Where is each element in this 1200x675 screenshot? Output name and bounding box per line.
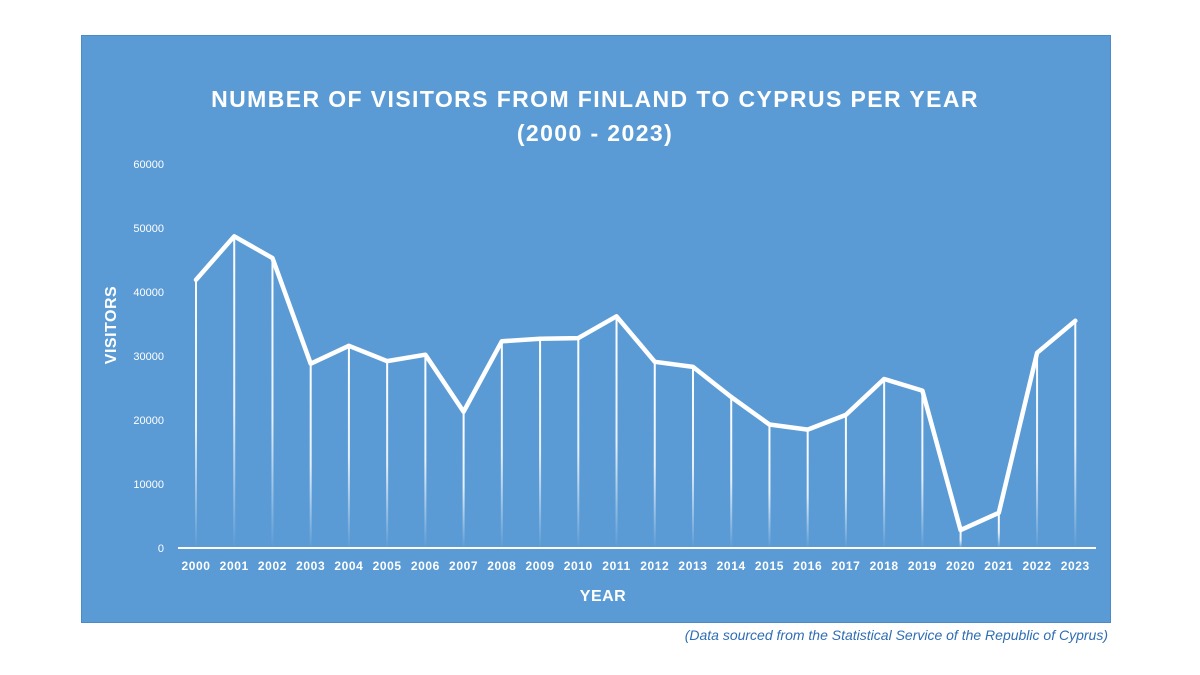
y-axis-label: VISITORS — [103, 285, 120, 365]
x-tick-label: 2011 — [602, 559, 630, 573]
x-tick-label: 2003 — [296, 559, 325, 573]
chart-title: NUMBER OF VISITORS FROM FINLAND TO CYPRU… — [0, 82, 1190, 150]
drop-line — [195, 279, 197, 548]
y-tick-label: 60000 — [133, 159, 164, 171]
x-tick-label: 2013 — [678, 559, 707, 573]
x-tick-label: 2020 — [946, 559, 975, 573]
x-tick-label: 2022 — [1023, 559, 1052, 573]
drop-line — [691, 366, 694, 548]
drop-line — [1074, 320, 1077, 548]
drop-line — [653, 361, 656, 548]
drop-line — [615, 316, 618, 548]
drop-line — [271, 258, 274, 548]
drop-line — [1036, 352, 1039, 548]
x-tick-label: 2007 — [449, 559, 478, 573]
series-line-visitors — [193, 234, 1078, 533]
x-tick-label: 2012 — [640, 559, 669, 573]
x-tick-label: 2017 — [831, 559, 860, 573]
drop-lines — [195, 236, 1077, 548]
drop-line — [883, 379, 886, 548]
x-tick-label: 2015 — [755, 559, 784, 573]
drop-line — [386, 361, 389, 548]
drop-line — [730, 396, 733, 548]
y-axis-ticks: 0 10000 20000 30000 40000 50000 60000 — [133, 159, 164, 555]
y-tick-label: 40000 — [133, 287, 164, 299]
drop-line — [462, 411, 465, 548]
drop-line — [424, 354, 427, 548]
y-tick-label: 30000 — [133, 351, 164, 363]
drop-line — [844, 414, 847, 548]
x-tick-label: 2001 — [220, 559, 249, 573]
drop-line — [997, 512, 1000, 548]
chart-title-line-2: (2000 - 2023) — [516, 120, 674, 146]
drop-line — [233, 236, 236, 548]
x-axis-ticks: 2000 2001 2002 2003 2004 2005 2006 2007 2008 2009… — [181, 559, 1089, 573]
x-tick-label: 2006 — [411, 559, 440, 573]
x-tick-label: 2019 — [908, 559, 937, 573]
y-tick-label: 0 — [158, 543, 164, 555]
y-tick-label: 50000 — [133, 223, 164, 235]
source-note: (Data sourced from the Statistical Servi… — [684, 627, 1108, 643]
x-tick-label: 2005 — [373, 559, 402, 573]
x-tick-label: 2002 — [258, 559, 287, 573]
x-tick-label: 2010 — [564, 559, 593, 573]
y-tick-label: 10000 — [133, 479, 164, 491]
x-tick-label: 2018 — [870, 559, 899, 573]
x-axis-label: YEAR — [579, 588, 627, 605]
x-tick-label: 2014 — [717, 559, 746, 573]
drop-line — [500, 341, 503, 548]
x-tick-label: 2021 — [984, 559, 1013, 573]
drop-line — [347, 345, 350, 548]
drop-line — [768, 424, 771, 548]
drop-line — [309, 363, 312, 548]
x-tick-label: 2016 — [793, 559, 822, 573]
x-tick-label: 2008 — [487, 559, 516, 573]
drop-line — [539, 338, 542, 548]
x-tick-label: 2004 — [334, 559, 363, 573]
chart-title-line-1: NUMBER OF VISITORS FROM FINLAND TO CYPRU… — [211, 86, 979, 112]
drop-line — [921, 390, 924, 548]
x-tick-label: 2023 — [1061, 559, 1090, 573]
x-tick-label: 2009 — [526, 559, 555, 573]
drop-line — [959, 530, 962, 548]
x-tick-label: 2000 — [181, 559, 210, 573]
drop-line — [806, 429, 809, 548]
y-tick-label: 20000 — [133, 415, 164, 427]
drop-line — [577, 338, 580, 548]
